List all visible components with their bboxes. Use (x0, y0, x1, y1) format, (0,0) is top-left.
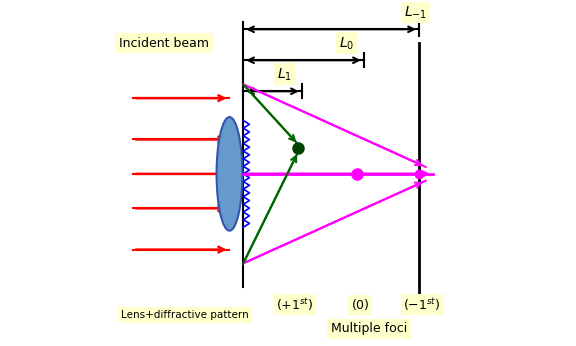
Text: $L_1$: $L_1$ (277, 66, 292, 83)
Text: $(0)$: $(0)$ (351, 297, 370, 312)
Text: Multiple foci: Multiple foci (331, 322, 407, 335)
Text: $L_0$: $L_0$ (339, 35, 354, 52)
Text: $(+1^{st})$: $(+1^{st})$ (276, 297, 314, 313)
Ellipse shape (217, 117, 242, 231)
Text: $L_{-1}$: $L_{-1}$ (404, 4, 427, 21)
Text: $(-1^{st})$: $(-1^{st})$ (403, 297, 441, 313)
Text: Lens+diffractive pattern: Lens+diffractive pattern (121, 310, 249, 320)
Text: Incident beam: Incident beam (119, 37, 209, 49)
